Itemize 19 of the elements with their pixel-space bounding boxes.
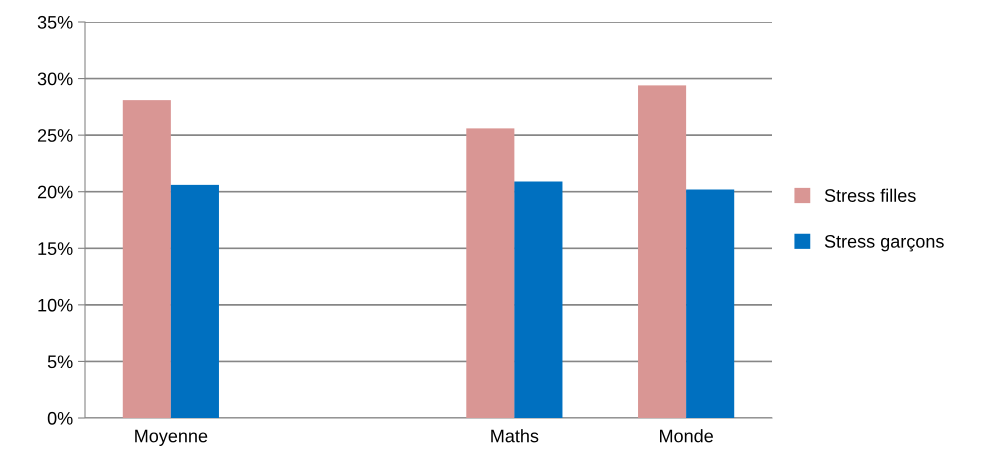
x-tick-label: Maths (491, 429, 538, 442)
y-tick-label: 35% (38, 16, 73, 29)
y-tick-label: 30% (38, 72, 73, 86)
legend-label: Stress garçons (824, 234, 944, 252)
bar (514, 182, 562, 418)
y-tick-label: 20% (38, 186, 73, 198)
bar (122, 100, 171, 418)
bar (686, 189, 734, 418)
bar (466, 128, 514, 418)
y-tick-label: 25% (38, 129, 73, 142)
y-tick-label: 10% (38, 298, 73, 312)
legend-label: Stress filles (824, 188, 916, 202)
y-tick-label: 5% (48, 355, 73, 368)
bar (170, 184, 219, 418)
bar (638, 85, 686, 418)
x-tick-label: Moyenne (135, 430, 208, 446)
y-tick-label: 15% (38, 242, 73, 256)
x-tick-label: Monde (660, 429, 713, 442)
y-tick-label: 0% (48, 412, 73, 425)
